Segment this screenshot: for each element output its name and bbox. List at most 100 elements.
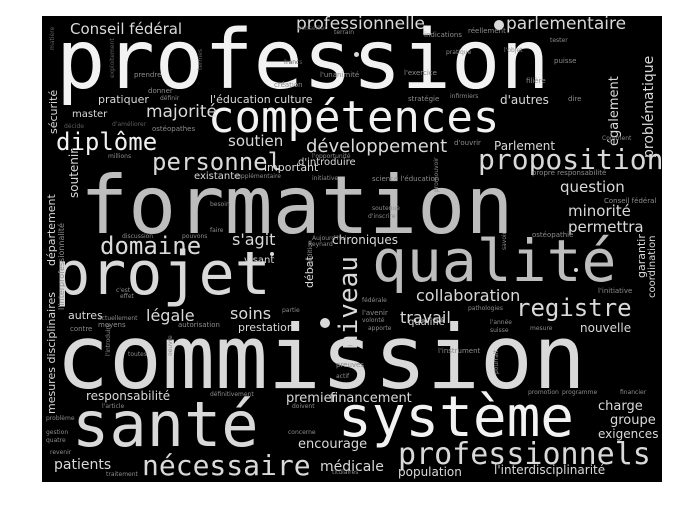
word-cloud-word: concerne bbox=[288, 429, 316, 436]
word-cloud-word: profession bbox=[56, 16, 550, 108]
word-cloud-word: important bbox=[264, 161, 319, 174]
decorative-dot bbox=[494, 20, 504, 30]
word-cloud-word: discussion bbox=[122, 233, 154, 240]
word-cloud-word: actuellement bbox=[98, 315, 138, 322]
word-cloud-word: revenir bbox=[50, 449, 72, 456]
word-cloud-word: l'exercice bbox=[404, 69, 437, 77]
word-cloud-word: master bbox=[72, 109, 108, 120]
word-cloud-word: faire bbox=[210, 227, 224, 234]
decorative-dot bbox=[270, 252, 274, 256]
word-cloud-word: collaboration bbox=[416, 286, 521, 305]
word-cloud-word: partie bbox=[282, 307, 300, 314]
word-cloud-word: fédérale bbox=[362, 297, 387, 304]
word-cloud-word: système bbox=[338, 385, 575, 450]
word-cloud-word: garantir bbox=[635, 234, 648, 278]
word-cloud-word: formation bbox=[80, 159, 514, 252]
word-cloud-word: nouvelle bbox=[580, 321, 632, 335]
word-cloud-word: oeuvre bbox=[167, 335, 174, 356]
word-cloud-word: d'améliorer bbox=[112, 121, 147, 128]
word-cloud-word: conseiller bbox=[298, 25, 327, 32]
word-cloud-word: s'agit bbox=[232, 230, 276, 249]
word-cloud-word: pouvons bbox=[182, 233, 208, 240]
word-cloud-word: permettra bbox=[568, 218, 644, 236]
word-cloud-word: niveau bbox=[334, 256, 364, 350]
word-cloud-word: l'éducation culture bbox=[210, 93, 313, 106]
word-cloud-word: promouvoir bbox=[433, 157, 440, 193]
word-cloud-word: projet bbox=[54, 239, 271, 309]
word-cloud-word: personnel bbox=[152, 148, 283, 176]
word-cloud-word: l'initiative bbox=[598, 287, 633, 295]
word-cloud-word: effet bbox=[120, 293, 134, 300]
word-cloud-word: gestion bbox=[46, 429, 69, 436]
word-cloud-word: doivent bbox=[292, 403, 315, 410]
word-cloud-word: d'introduire bbox=[298, 157, 356, 168]
word-cloud-word: travail bbox=[400, 308, 451, 327]
word-cloud-word: pathologies bbox=[468, 305, 503, 312]
word-cloud-word: l'interdisciplinarité bbox=[494, 463, 606, 477]
word-cloud-word: termes bbox=[197, 48, 204, 70]
word-cloud-word: donner bbox=[148, 87, 173, 95]
word-cloud-word: prestations bbox=[238, 321, 300, 334]
word-cloud-word: commission bbox=[56, 306, 586, 409]
word-cloud-word: pratiquer bbox=[98, 93, 149, 106]
word-cloud-word: d'ouvrir bbox=[454, 139, 481, 147]
word-cloud-word: l'objet bbox=[504, 47, 523, 54]
word-cloud-word: premier bbox=[286, 391, 337, 406]
word-cloud-word: autorisation bbox=[178, 321, 220, 329]
word-cloud-word: preuves bbox=[336, 361, 365, 369]
word-cloud-word: réellement bbox=[468, 27, 506, 35]
word-cloud-word: promotion bbox=[528, 389, 559, 396]
word-cloud-word: légale bbox=[146, 306, 195, 325]
word-cloud-word: l'avenir bbox=[362, 309, 388, 317]
word-cloud-word: parlementaire bbox=[506, 16, 627, 34]
word-cloud-word: patients bbox=[54, 457, 112, 473]
decorative-dot bbox=[574, 268, 578, 272]
word-cloud-word: millions bbox=[108, 153, 132, 160]
word-cloud-word: suisse bbox=[490, 327, 509, 334]
word-cloud-word: définitivement bbox=[210, 391, 254, 398]
decorative-dot bbox=[354, 52, 359, 57]
word-cloud-word: quatre bbox=[46, 437, 66, 444]
word-cloud-word: pourrait bbox=[493, 350, 500, 374]
word-cloud-word: Reynard bbox=[308, 241, 333, 248]
word-cloud-word: d'autres bbox=[500, 93, 549, 107]
word-cloud-word: savoir bbox=[501, 231, 508, 250]
word-cloud-word: francs bbox=[284, 59, 303, 66]
word-cloud-word: mesure bbox=[530, 325, 553, 332]
word-cloud-word: indications bbox=[424, 31, 462, 39]
word-cloud-word: majorité bbox=[146, 102, 217, 122]
word-cloud-word: pratique bbox=[446, 49, 472, 56]
word-cloud-word: autres bbox=[68, 309, 103, 322]
word-cloud-word: coordination bbox=[647, 235, 658, 298]
word-cloud-word: visant bbox=[244, 255, 275, 266]
word-cloud-word: c'est bbox=[116, 287, 131, 294]
word-cloud-word: encourage bbox=[298, 437, 368, 452]
word-cloud-word: infirmiers bbox=[450, 93, 479, 100]
word-cloud-word: traitement bbox=[106, 471, 138, 478]
word-cloud-word: titulaires bbox=[332, 469, 359, 476]
word-cloud-word: décide bbox=[64, 123, 84, 130]
word-cloud-word: puisse bbox=[554, 57, 577, 65]
word-cloud-word: domaine bbox=[100, 232, 202, 260]
word-cloud-word: dire bbox=[568, 95, 582, 103]
word-cloud: profession formation commission projet quali… bbox=[42, 16, 662, 482]
word-cloud-word: exploitement bbox=[109, 38, 116, 78]
word-cloud-word: exigences bbox=[598, 427, 659, 441]
word-cloud-word: santé bbox=[72, 388, 259, 461]
word-cloud-word: condition bbox=[307, 240, 314, 268]
word-cloud-word: population bbox=[398, 465, 462, 479]
word-cloud-word: apporte bbox=[368, 325, 392, 332]
word-cloud-word: stratégie bbox=[408, 95, 440, 103]
word-cloud-word: propre responsabilité bbox=[532, 169, 607, 177]
word-cloud-word: Conseil fédéral bbox=[604, 197, 657, 205]
word-cloud-word: matière bbox=[49, 26, 56, 50]
word-cloud-word: science l'éducation bbox=[372, 175, 440, 183]
word-cloud-word: prendre bbox=[134, 71, 162, 79]
word-cloud-word: l'unanimité bbox=[320, 71, 360, 79]
word-cloud-word: contre bbox=[70, 325, 93, 333]
word-cloud-word: médicale bbox=[320, 459, 384, 475]
word-cloud-word: soins bbox=[230, 304, 272, 323]
word-cloud-word: d'inscrire bbox=[368, 213, 396, 220]
word-cloud-word: existante bbox=[194, 171, 241, 182]
word-cloud-word: question bbox=[560, 178, 625, 196]
